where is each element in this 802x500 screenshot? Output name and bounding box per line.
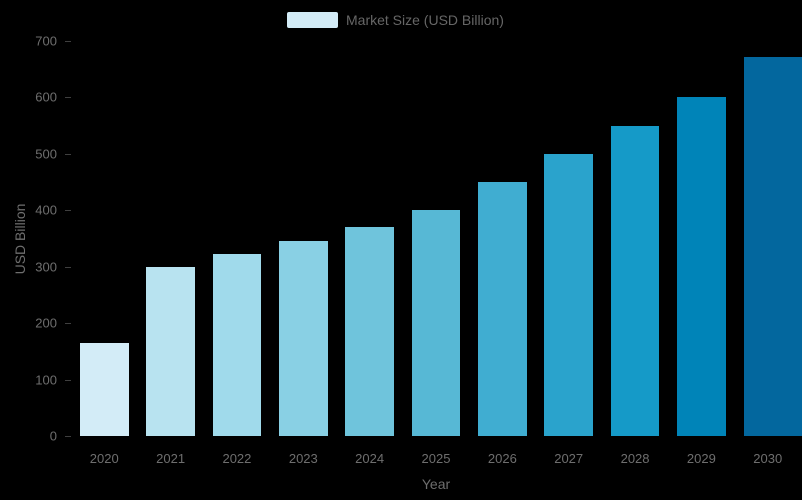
y-tick-label: 500 (35, 146, 57, 162)
x-tick-label: 2028 (620, 451, 650, 466)
y-tick-mark (65, 379, 71, 381)
bar-2024[interactable] (345, 227, 394, 436)
x-tick-label: 2025 (421, 451, 451, 466)
legend-swatch (287, 12, 338, 28)
x-axis-title: Year (421, 476, 451, 492)
x-tick-label: 2020 (89, 451, 119, 466)
x-tick-label: 2030 (753, 451, 783, 466)
y-tick-label: 400 (35, 202, 57, 218)
x-tick-label: 2024 (355, 451, 385, 466)
bar-2030[interactable] (743, 56, 802, 436)
y-tick-mark (65, 153, 71, 155)
x-tick-label: 2026 (487, 451, 517, 466)
y-tick-label: 0 (49, 428, 57, 444)
y-tick-mark (65, 323, 71, 325)
bar-2021[interactable] (146, 266, 195, 436)
y-axis-title: USD Billion (12, 203, 28, 275)
legend-item[interactable]: Market Size (USD Billion) (287, 12, 504, 28)
bar-2025[interactable] (411, 210, 461, 436)
y-tick-mark (65, 40, 71, 42)
bar-2023[interactable] (279, 241, 328, 436)
x-tick-label: 2022 (222, 451, 252, 466)
x-tick-label: 2023 (288, 451, 318, 466)
y-tick-label: 700 (35, 33, 57, 49)
x-tick-label: 2027 (554, 451, 584, 466)
y-tick-label: 600 (35, 89, 57, 105)
y-tick-mark (65, 210, 71, 212)
y-tick-mark (65, 97, 71, 99)
bar-2029[interactable] (677, 97, 726, 436)
bar-2020[interactable] (80, 342, 129, 436)
legend-label: Market Size (USD Billion) (346, 12, 504, 28)
y-tick-label: 200 (35, 315, 57, 331)
bar-2022[interactable] (212, 254, 262, 436)
y-tick-mark (65, 266, 71, 268)
y-tick-label: 300 (35, 259, 57, 275)
bar-2028[interactable] (610, 125, 660, 436)
x-tick-label: 2029 (686, 451, 716, 466)
bar-2027[interactable] (544, 153, 593, 436)
y-tick-label: 100 (35, 372, 57, 388)
x-tick-label: 2021 (156, 451, 186, 466)
y-tick-mark (65, 436, 71, 437)
bar-2026[interactable] (478, 181, 527, 436)
